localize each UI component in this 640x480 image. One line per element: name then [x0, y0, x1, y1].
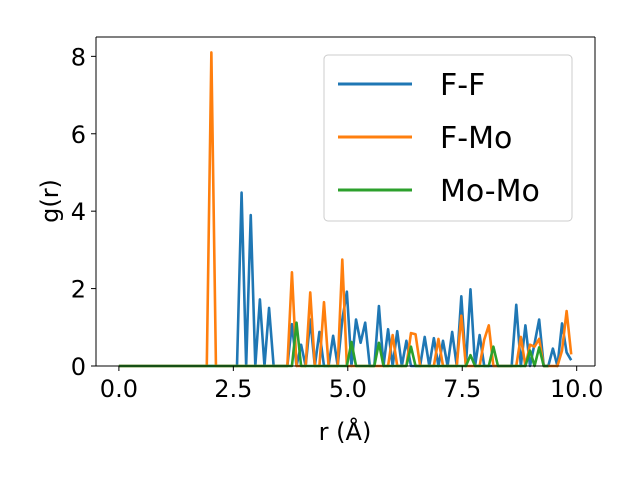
x-tick-label: 5.0 — [329, 375, 367, 403]
axes-layer — [95, 36, 596, 367]
ticks-layer: 0.0 2.5 5.0 7.5 10.0 0 2 4 6 8 — [71, 43, 604, 403]
y-tick-label: 8 — [71, 43, 86, 71]
legend-label-f-mo: F-Mo — [440, 121, 512, 156]
legend-label-mo-mo: Mo-Mo — [440, 174, 540, 209]
y-tick-label: 2 — [71, 276, 86, 304]
legend: F-F F-Mo Mo-Mo — [323, 54, 573, 222]
y-tick-label: 6 — [71, 121, 86, 149]
legend-label-f-f: F-F — [440, 68, 485, 103]
x-tick-label: 2.5 — [214, 375, 252, 403]
x-tick-label: 10.0 — [550, 375, 603, 403]
y-tick-label: 4 — [71, 198, 86, 226]
x-axis-label: r (Å) — [319, 417, 372, 446]
x-tick-label: 7.5 — [443, 375, 481, 403]
x-tick-label: 0.0 — [100, 375, 138, 403]
y-tick-label: 0 — [71, 353, 86, 381]
y-axis-label: g(r) — [36, 179, 64, 223]
legend-box — [323, 54, 573, 222]
series-line-mo-mo — [118, 321, 549, 368]
